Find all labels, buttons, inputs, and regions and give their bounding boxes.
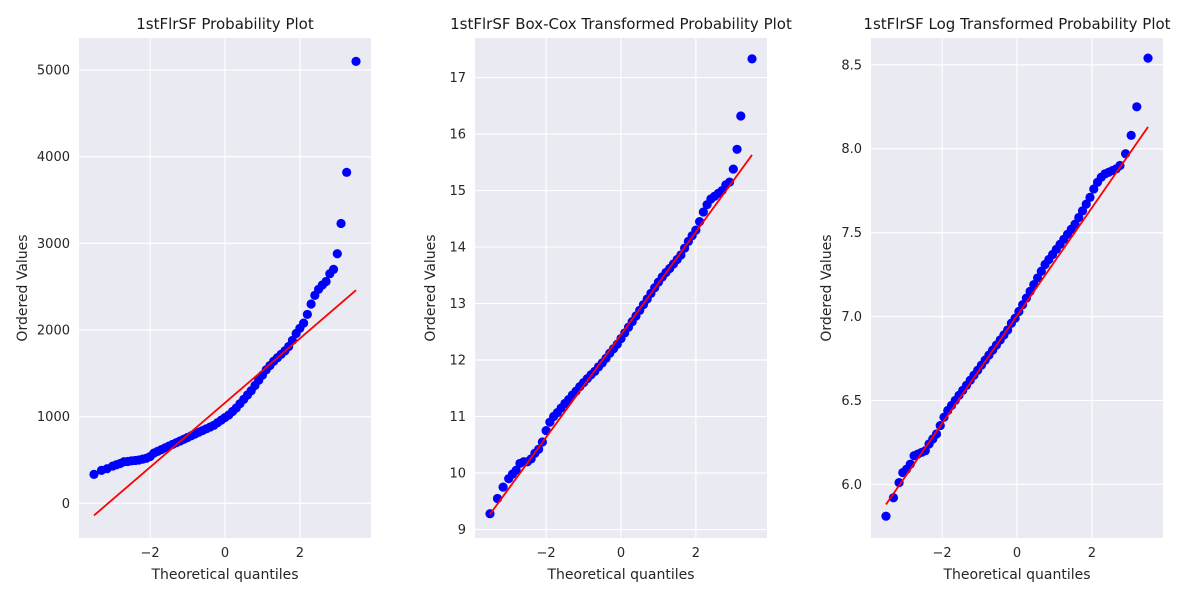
ordered-values-points xyxy=(89,56,361,479)
fit-line xyxy=(885,126,1149,505)
data-point xyxy=(302,309,312,320)
x-tick-label: 2 xyxy=(296,546,304,561)
x-axis-label: Theoretical quantiles xyxy=(546,567,694,583)
data-point xyxy=(732,144,742,154)
y-axis-label: Ordered Values xyxy=(819,234,835,341)
x-tick-label: 0 xyxy=(1013,546,1021,561)
x-tick-label: −2 xyxy=(537,546,556,561)
y-tick-label: 13 xyxy=(449,297,466,312)
x-axis-label: Theoretical quantiles xyxy=(942,567,1090,583)
data-point xyxy=(306,299,316,309)
data-point xyxy=(1032,273,1043,283)
ordered-values-points xyxy=(881,53,1153,521)
fit-line xyxy=(93,289,357,517)
data-point xyxy=(332,249,342,259)
data-point xyxy=(698,207,708,217)
data-point xyxy=(498,482,508,492)
x-tick-label: 0 xyxy=(617,546,625,561)
chart-title: 1stFlrSF Box-Cox Transformed Probability… xyxy=(450,15,792,33)
x-tick-label: 2 xyxy=(1088,546,1096,561)
data-point xyxy=(511,465,521,475)
data-point xyxy=(1018,300,1028,310)
y-tick-label: 15 xyxy=(449,184,466,199)
y-tick-label: 0 xyxy=(62,497,70,512)
data-point xyxy=(299,318,309,328)
data-point xyxy=(1132,102,1142,112)
y-tick-label: 12 xyxy=(449,354,466,369)
subplot-log: −2 0 2 6.0 6.5 7.0 7.5 8.0 8.5 1stFlrSF Log Trans… xyxy=(819,15,1171,583)
data-point xyxy=(89,469,99,479)
data-point xyxy=(894,478,904,488)
x-axis-label: Theoretical quantiles xyxy=(150,567,298,583)
y-tick-label: 8.5 xyxy=(841,58,862,73)
data-point xyxy=(920,446,930,456)
data-point xyxy=(1077,206,1088,216)
data-point xyxy=(747,54,757,64)
x-tick-label: 0 xyxy=(221,546,229,561)
data-point xyxy=(676,250,686,260)
data-point xyxy=(736,111,746,121)
y-tick-label: 8.0 xyxy=(841,142,862,157)
data-point xyxy=(321,276,331,287)
y-tick-label: 14 xyxy=(449,241,466,256)
y-tick-label: 17 xyxy=(449,71,466,86)
data-point xyxy=(1089,184,1099,194)
y-tick-label: 16 xyxy=(449,128,466,143)
subplot-raw: −2 0 2 0 1000 2000 3000 4000 5000 1stFlrSF Probab… xyxy=(15,15,371,583)
y-tick-label: 4000 xyxy=(37,150,70,165)
data-point xyxy=(351,56,361,66)
chart-title: 1stFlrSF Log Transformed Probability Plo… xyxy=(863,15,1170,33)
data-point xyxy=(939,412,949,422)
fit-line xyxy=(489,154,753,515)
y-tick-label: 6.0 xyxy=(841,478,862,493)
data-point xyxy=(342,167,352,177)
x-tick-label: 2 xyxy=(692,546,700,561)
y-tick-label: 10 xyxy=(449,467,466,482)
data-point xyxy=(1070,219,1080,229)
y-tick-label: 1000 xyxy=(37,410,70,425)
data-point xyxy=(328,264,339,274)
data-point xyxy=(1126,130,1136,140)
data-point xyxy=(881,511,891,521)
y-axis-label: Ordered Values xyxy=(423,234,439,341)
data-point xyxy=(1074,212,1084,223)
data-point xyxy=(336,218,346,229)
chart-title: 1stFlrSF Probability Plot xyxy=(136,15,314,33)
data-point xyxy=(1036,266,1046,276)
data-point xyxy=(1085,192,1095,202)
data-point xyxy=(1143,53,1153,63)
data-point xyxy=(728,164,738,174)
y-tick-label: 6.5 xyxy=(841,394,862,409)
data-point xyxy=(724,177,735,187)
y-tick-label: 2000 xyxy=(37,324,70,339)
subplot-boxcox: −2 0 2 9 10 11 12 13 14 15 16 17 1stFlrSF Box-Cox Tr… xyxy=(423,15,792,583)
data-point xyxy=(1081,199,1091,209)
x-tick-label: −2 xyxy=(141,546,160,561)
y-tick-label: 3000 xyxy=(37,237,70,252)
x-tick-label: −2 xyxy=(933,546,952,561)
y-tick-label: 11 xyxy=(449,410,466,425)
y-axis-label: Ordered Values xyxy=(15,234,31,341)
y-tick-label: 7.5 xyxy=(841,226,862,241)
y-tick-label: 9 xyxy=(458,523,466,538)
y-tick-label: 7.0 xyxy=(841,310,862,325)
y-tick-label: 5000 xyxy=(37,64,70,79)
